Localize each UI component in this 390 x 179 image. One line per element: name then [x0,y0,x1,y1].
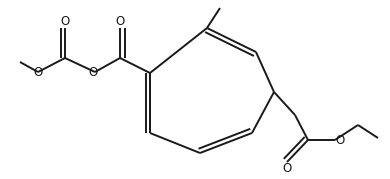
Text: O: O [115,15,125,28]
Text: O: O [282,162,292,175]
Text: O: O [60,15,70,28]
Text: O: O [89,66,98,79]
Text: O: O [34,66,43,79]
Text: O: O [335,134,344,146]
